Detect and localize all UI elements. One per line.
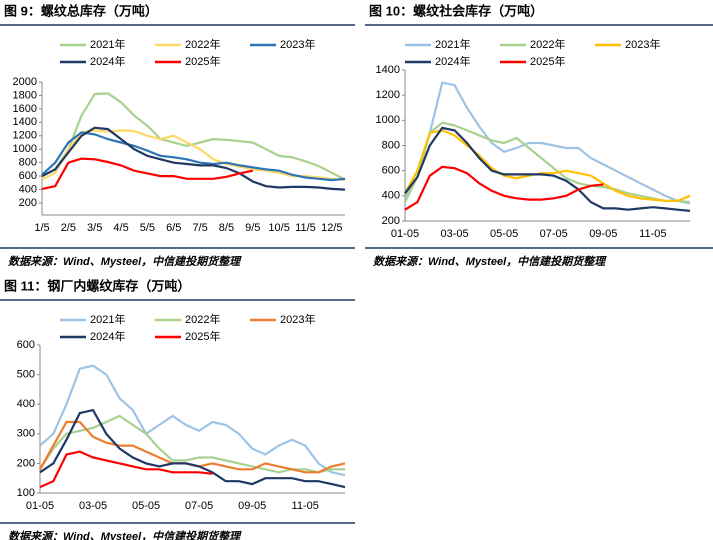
- y-tick-label: 300: [17, 428, 35, 440]
- series-line: [39, 450, 213, 489]
- legend-label: 2024年: [435, 54, 470, 68]
- legend-label: 2023年: [280, 37, 315, 51]
- x-tick-label: 09-05: [238, 500, 266, 512]
- legend-label: 2022年: [530, 37, 565, 51]
- series-line: [404, 81, 691, 205]
- y-tick-label: 400: [17, 398, 35, 410]
- x-tick-label: 01-05: [391, 228, 419, 240]
- series-line: [404, 126, 691, 212]
- source-note: 数据来源：Wind、Mysteel，中信建投期货整理: [8, 255, 242, 268]
- x-tick-label: 3/5: [87, 222, 102, 234]
- y-tick-label: 400: [382, 190, 400, 202]
- y-tick-label: 600: [382, 165, 400, 177]
- x-tick-label: 09-05: [589, 228, 617, 240]
- y-tick-label: 1000: [13, 143, 37, 155]
- x-tick-label: 4/5: [113, 222, 128, 234]
- x-tick-label: 07-05: [540, 228, 568, 240]
- x-tick-label: 1/5: [34, 222, 49, 234]
- legend-label: 2023年: [280, 312, 315, 326]
- series-line: [41, 129, 346, 182]
- series-line: [41, 157, 254, 190]
- source-note: 数据来源：Wind、Mysteel，中信建投期货整理: [373, 255, 607, 268]
- y-tick-label: 200: [17, 457, 35, 469]
- y-tick-label: 600: [17, 339, 35, 351]
- y-tick-label: 1600: [13, 103, 37, 115]
- x-tick-label: 12/5: [321, 222, 342, 234]
- x-tick-label: 9/5: [245, 222, 260, 234]
- legend-label: 2023年: [625, 37, 660, 51]
- legend-label: 2025年: [185, 54, 220, 68]
- legend-label: 2022年: [185, 312, 220, 326]
- x-tick-label: 10/5: [268, 222, 289, 234]
- y-tick-label: 400: [19, 183, 37, 195]
- x-tick-label: 11/5: [295, 222, 316, 234]
- series-line: [404, 165, 604, 211]
- y-tick-label: 800: [19, 157, 37, 169]
- legend-label: 2021年: [90, 37, 125, 51]
- legend-label: 2024年: [90, 329, 125, 343]
- chart-title: 图 9：螺纹总库存（万吨）: [4, 3, 158, 18]
- y-tick-label: 200: [382, 215, 400, 227]
- series-line: [41, 131, 346, 182]
- x-tick-label: 5/5: [140, 222, 155, 234]
- y-tick-label: 100: [17, 487, 35, 499]
- series-line: [41, 126, 346, 191]
- x-tick-label: 6/5: [166, 222, 181, 234]
- x-tick-label: 03-05: [79, 500, 107, 512]
- series-line: [39, 408, 346, 489]
- y-tick-label: 200: [19, 197, 37, 209]
- x-tick-label: 11-05: [639, 228, 666, 240]
- y-tick-label: 2000: [13, 76, 37, 88]
- y-tick-label: 1800: [13, 89, 37, 101]
- x-tick-label: 03-05: [440, 228, 468, 240]
- y-tick-label: 500: [17, 369, 35, 381]
- x-tick-label: 8/5: [219, 222, 234, 234]
- y-tick-label: 1400: [13, 116, 37, 128]
- y-tick-label: 600: [19, 170, 37, 182]
- x-tick-label: 2/5: [61, 222, 76, 234]
- source-note: 数据来源：Wind、Mysteel，中信建投期货整理: [8, 530, 242, 540]
- series-line: [39, 364, 346, 477]
- legend-label: 2021年: [90, 312, 125, 326]
- x-tick-label: 05-05: [490, 228, 518, 240]
- y-tick-label: 1400: [376, 64, 400, 76]
- x-tick-label: 11-05: [292, 500, 319, 512]
- x-tick-label: 05-05: [132, 500, 160, 512]
- legend-label: 2024年: [90, 54, 125, 68]
- x-tick-label: 01-05: [26, 500, 54, 512]
- series-line: [404, 129, 691, 202]
- y-tick-label: 1200: [13, 130, 37, 142]
- chart-title: 图 10：螺纹社会库存（万吨）: [369, 3, 543, 18]
- legend-label: 2022年: [185, 37, 220, 51]
- chart-title: 图 11：钢厂内螺纹库存（万吨）: [4, 278, 190, 293]
- y-tick-label: 1000: [376, 114, 400, 126]
- legend-label: 2025年: [185, 329, 220, 343]
- y-tick-label: 800: [382, 139, 400, 151]
- legend-label: 2025年: [530, 54, 565, 68]
- series-line: [41, 92, 346, 181]
- x-tick-label: 7/5: [192, 222, 207, 234]
- x-tick-label: 07-05: [185, 500, 213, 512]
- legend-label: 2021年: [435, 37, 470, 51]
- y-tick-label: 1200: [376, 89, 400, 101]
- series-line: [404, 121, 691, 204]
- chart-panel: 图 9：螺纹总库存（万吨） 数据来源：Wind、Mysteel，中信建投期货整理 2…: [0, 3, 355, 268]
- chart-panel: 图 10：螺纹社会库存（万吨） 数据来源：Wind、Mysteel，中信建投期货整…: [365, 3, 713, 268]
- chart-panel: 图 11：钢厂内螺纹库存（万吨） 数据来源：Wind、Mysteel，中信建投期货…: [0, 278, 355, 540]
